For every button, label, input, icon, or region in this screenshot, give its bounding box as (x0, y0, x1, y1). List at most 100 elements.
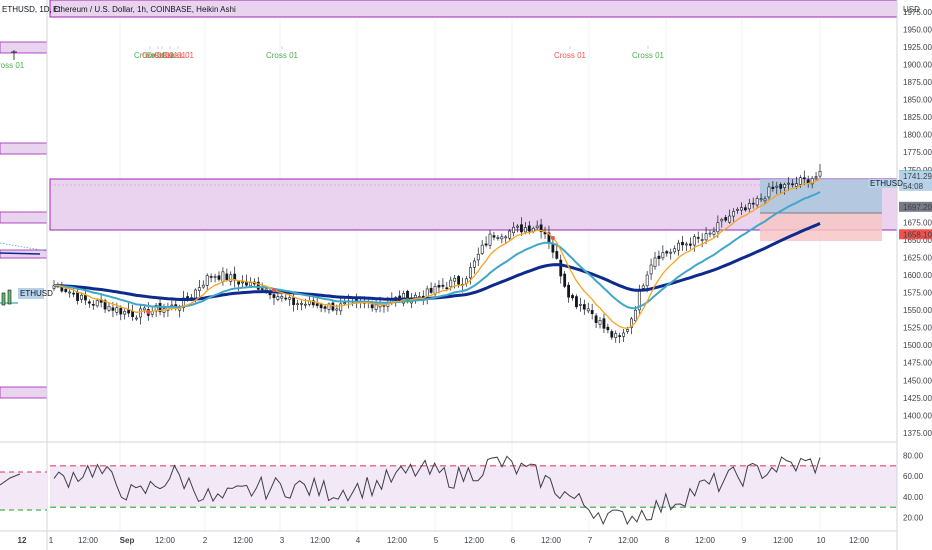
candle-body (787, 182, 790, 185)
time-label: 2 (203, 536, 208, 545)
rsi-pane[interactable] (0, 441, 932, 526)
rsi-line (53, 455, 821, 526)
candle-body (445, 287, 449, 290)
candle-body (740, 207, 743, 211)
daily-pane-fragment: ETHUSD ross 01 (0, 41, 53, 399)
candle-body (590, 310, 594, 315)
rsi-left-line (0, 473, 21, 486)
time-label: 12:00 (695, 536, 716, 545)
candle-body (87, 301, 91, 304)
cross-label: Cross 01 (266, 51, 299, 60)
time-label: Sep (120, 536, 135, 545)
candle-body (539, 224, 543, 232)
candle-body (374, 304, 378, 310)
candle-body (429, 287, 433, 293)
right-symbol-tag: ETHUSD (868, 179, 903, 188)
candle-body (633, 309, 637, 321)
candle-body (123, 311, 127, 315)
candle-body (681, 241, 684, 246)
candle-body (84, 295, 87, 301)
candle-body (476, 253, 480, 261)
cross-label: Cross 01 (554, 51, 587, 60)
price-tick: 1650.00 (903, 236, 932, 245)
candle-body (288, 297, 292, 300)
candle-body (292, 297, 296, 305)
time-label: 12:00 (541, 536, 562, 545)
candle-body (704, 233, 708, 241)
candle-body (523, 227, 527, 233)
candle-body (280, 296, 284, 299)
candle-body (555, 251, 559, 259)
time-label: 12:00 (310, 536, 331, 545)
candle-body (64, 288, 68, 292)
candle-body (131, 310, 134, 318)
price-label: 1697.20 (903, 203, 932, 212)
price-label: 1658.10 (903, 230, 932, 239)
candle-body (449, 279, 453, 288)
candle-body (194, 289, 197, 300)
cross-label: Cross 01 (142, 51, 175, 60)
candle-body (622, 332, 625, 337)
candle-body (594, 315, 598, 323)
candle-body (535, 225, 539, 229)
candle-body (276, 296, 280, 300)
time-label: 12:00 (849, 536, 870, 545)
candle-body (135, 317, 138, 320)
candle-body (578, 304, 582, 306)
candle-body (669, 251, 673, 254)
candle-body (256, 281, 260, 290)
stop-loss-box (760, 213, 882, 241)
candle-body (677, 242, 680, 251)
time-label: 8 (665, 536, 670, 545)
price-label-box (899, 201, 932, 212)
time-label: 12 (18, 536, 27, 545)
price-tick: 1475.00 (903, 359, 932, 368)
price-tick: 1675.00 (903, 218, 932, 227)
candle-body (91, 303, 95, 306)
candle-body (567, 284, 570, 298)
candle-body (732, 211, 735, 217)
price-tick: 1375.00 (903, 429, 932, 438)
candle-body (139, 308, 142, 318)
candle-body (249, 282, 252, 287)
price-axis[interactable]: USD 1975.00 1950.00 1925.00 1900.00 1875.00 1… (868, 0, 932, 550)
candle-body (767, 186, 771, 198)
signal-dot (271, 288, 276, 293)
time-axis[interactable]: 12 1 12:00 Sep 12:00 2 12:00 3 12:00 4 12:00 5 12:00… (0, 530, 897, 545)
currency-label: USD (903, 5, 920, 14)
chart-title: Ethereum / U.S. Dollar, 1h, COINBASE, He… (53, 5, 236, 14)
candle-body (107, 305, 111, 311)
left-tag-text: ETHUSD (20, 289, 53, 298)
candle-body (142, 307, 146, 311)
candle-body (335, 308, 339, 311)
candle-body (500, 236, 504, 240)
ema-fast-line (54, 178, 821, 329)
candle-body (759, 198, 763, 201)
candle-body (315, 303, 319, 306)
candle-body (284, 297, 288, 300)
time-label: 10 (817, 536, 826, 545)
candle-body (685, 243, 688, 246)
price-tick: 1500.00 (903, 341, 932, 350)
candle-body (747, 203, 751, 210)
price-tick: 1925.00 (903, 43, 932, 52)
candle-body (260, 288, 264, 290)
price-tick: 1975.00 (903, 8, 932, 17)
candle-body (516, 225, 519, 228)
candle-body (197, 287, 201, 291)
candle-body (728, 215, 732, 223)
price-tick: 1625.00 (903, 253, 932, 262)
price-tick: 1750.00 (903, 166, 932, 175)
candle-body (382, 304, 386, 307)
candle-body (665, 251, 669, 254)
candle-body (217, 275, 221, 280)
price-tick: 1600.00 (903, 271, 932, 280)
candle-body (488, 233, 492, 246)
time-label: 9 (742, 536, 747, 545)
cross-label: Cross 01 (154, 51, 187, 60)
price-tick: 1525.00 (903, 324, 932, 333)
candle-body (818, 170, 822, 177)
